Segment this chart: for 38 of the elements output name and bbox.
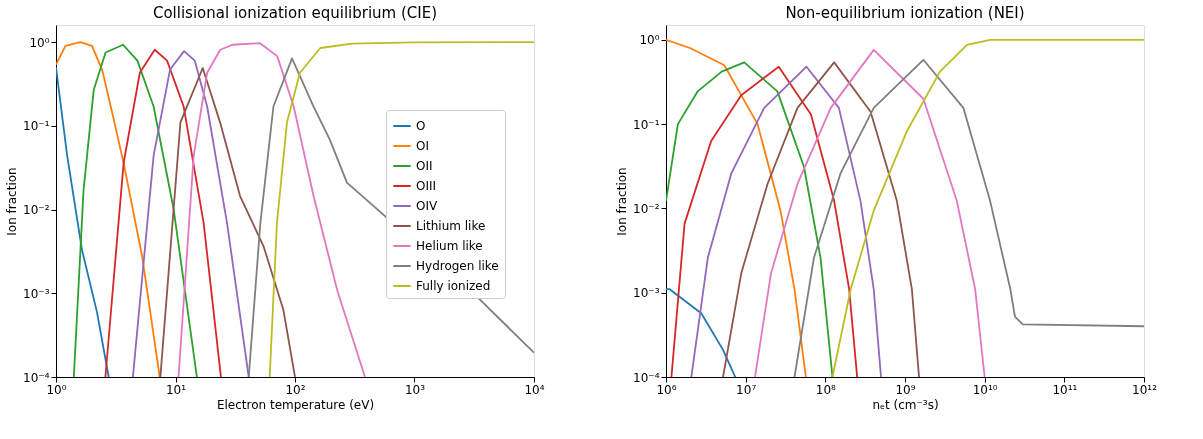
x-axis-title: nₑt (cm⁻³s) bbox=[872, 397, 939, 412]
x-tick-label: 10¹² bbox=[1132, 382, 1158, 397]
legend-label: OI bbox=[416, 139, 429, 153]
x-tick-label: 10¹ bbox=[165, 382, 187, 397]
x-tick-label: 10² bbox=[285, 382, 306, 397]
x-tick-label: 10⁹ bbox=[895, 382, 916, 397]
x-tick-label: 10⁰ bbox=[46, 382, 67, 397]
y-tick-label: 10⁻² bbox=[633, 201, 660, 216]
y-tick-label: 10⁻³ bbox=[633, 286, 660, 301]
y-axis-title: Ion fraction bbox=[615, 167, 630, 236]
x-tick-label: 10⁸ bbox=[815, 382, 837, 397]
y-tick-label: 10⁻¹ bbox=[23, 119, 50, 134]
legend-label: O bbox=[416, 119, 426, 133]
x-tick-label: 10¹¹ bbox=[1052, 382, 1078, 397]
x-tick-label: 10¹⁰ bbox=[972, 382, 998, 397]
x-axis-title: Electron temperature (eV) bbox=[216, 397, 375, 412]
x-tick-label: 10⁷ bbox=[736, 382, 757, 397]
x-tick-label: 10³ bbox=[404, 382, 426, 397]
y-tick-label: 10⁰ bbox=[639, 33, 660, 48]
y-tick-label: 10⁻² bbox=[23, 203, 50, 218]
legend-label: OIV bbox=[416, 199, 438, 213]
legend-label: Lithium like bbox=[416, 219, 486, 233]
line-series bbox=[56, 66, 110, 377]
y-tick-label: 10⁻⁴ bbox=[23, 370, 50, 385]
y-tick-label: 10⁻⁴ bbox=[633, 370, 660, 385]
chart-title: Collisional ionization equilibrium (CIE) bbox=[152, 4, 438, 22]
legend-label: Fully ionized bbox=[416, 279, 491, 293]
x-tick-label: 10⁴ bbox=[524, 382, 545, 397]
chart-title: Non-equilibrium ionization (NEI) bbox=[785, 4, 1025, 22]
x-tick-label: 10⁶ bbox=[656, 382, 677, 397]
y-tick-label: 10⁰ bbox=[29, 35, 50, 50]
legend-label: Hydrogen like bbox=[416, 259, 499, 273]
y-axis-title: Ion fraction bbox=[5, 167, 20, 236]
y-tick-label: 10⁻³ bbox=[23, 286, 50, 301]
legend-label: OIII bbox=[416, 179, 437, 193]
legend-label: OII bbox=[416, 159, 433, 173]
y-tick-label: 10⁻¹ bbox=[633, 117, 660, 132]
legend-label: Helium like bbox=[416, 239, 483, 253]
